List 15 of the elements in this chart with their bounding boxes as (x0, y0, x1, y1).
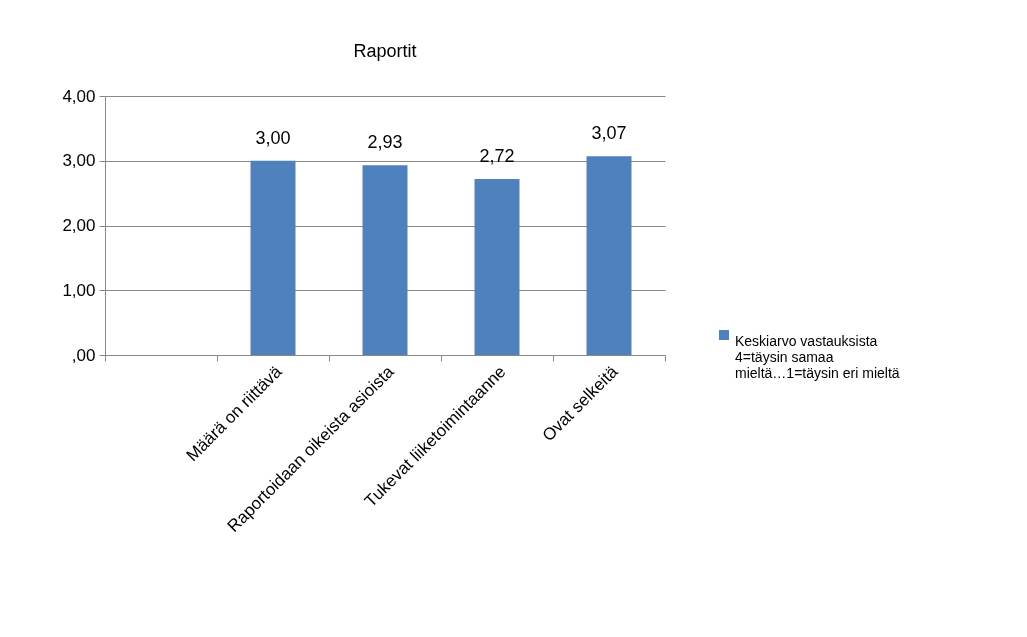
y-tick-label: 3,00 (62, 151, 96, 171)
bar (362, 165, 408, 355)
y-tick-label: 1,00 (62, 280, 96, 300)
bar (586, 156, 632, 355)
y-tick-label: ,00 (71, 345, 96, 365)
legend-label: Keskiarvo vastauksista 4=täysin samaa mieltä…1=täysin eri mieltä (735, 333, 900, 381)
chart-title: Raportit (353, 41, 417, 61)
bar (250, 160, 296, 355)
data-label: 2,93 (367, 132, 403, 153)
data-label: 2,72 (479, 145, 515, 166)
y-tick-label: 2,00 (62, 216, 96, 235)
bar (474, 178, 520, 355)
y-tick-label: 4,00 (62, 86, 96, 106)
data-label: 3,00 (255, 127, 291, 148)
data-label: 3,07 (591, 123, 627, 144)
